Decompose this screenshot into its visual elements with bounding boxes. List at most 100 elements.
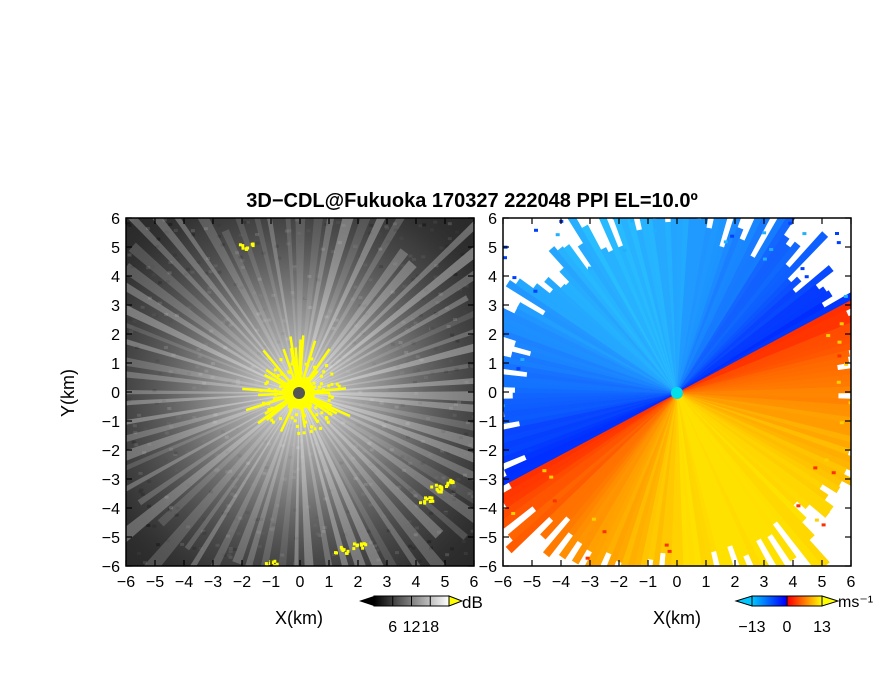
x-tick-label: −1	[639, 574, 657, 591]
saturation-pixel	[267, 388, 271, 392]
saturation-pixel	[293, 419, 297, 423]
saturation-pixel	[281, 388, 285, 392]
saturation-pixel	[327, 398, 331, 402]
saturation-cluster-pixel	[352, 542, 356, 546]
saturation-cluster-pixel	[428, 496, 432, 500]
y-tick-label: 3	[111, 298, 120, 315]
colorbar-tick-label: 18	[421, 619, 439, 636]
velocity-edge-pixel	[723, 240, 728, 244]
saturation-pixel	[297, 431, 301, 435]
saturation-pixel	[318, 404, 321, 408]
velocity-colorbar-left-arrow	[734, 595, 753, 607]
velocity-edge-pixel	[821, 523, 826, 527]
y-tick-label: 0	[111, 385, 120, 402]
velocity-colorbar: −13 0 13 ms⁻¹	[734, 594, 873, 636]
saturation-pixel	[330, 382, 334, 386]
velocity-edge-pixel	[652, 229, 657, 233]
saturation-pixel	[267, 407, 271, 411]
velocity-edge-pixel	[836, 380, 841, 384]
velocity-edge-pixel	[533, 289, 538, 293]
saturation-pixel	[319, 382, 323, 386]
saturation-pixel	[325, 417, 329, 421]
saturation-pixel	[270, 418, 274, 422]
velocity-edge-pixel	[802, 232, 807, 236]
saturation-cluster-pixel	[268, 562, 272, 565]
saturation-cluster-pixel	[345, 551, 348, 555]
saturation-pixel	[295, 413, 298, 417]
saturation-cluster-pixel	[430, 496, 434, 500]
velocity-edge-pixel	[824, 458, 829, 462]
saturation-cluster-pixel	[273, 564, 277, 566]
velocity-edge-pixel	[844, 362, 849, 366]
velocity-edge-pixel	[498, 323, 502, 326]
x-tick-label: −5	[146, 574, 164, 591]
velocity-edge-pixel	[552, 499, 557, 503]
velocity-edge-pixel	[630, 219, 635, 223]
velocity-edge-pixel	[836, 241, 841, 245]
saturation-pixel	[273, 368, 277, 372]
y-tick-label: 6	[111, 211, 120, 228]
velocity-edge-pixel	[667, 549, 672, 553]
saturation-pixel	[310, 425, 314, 429]
saturation-pixel	[313, 365, 316, 369]
saturation-pixel	[325, 364, 328, 368]
x-tick-label: −3	[204, 574, 222, 591]
velocity-edge-pixel	[863, 490, 867, 493]
saturation-pixel	[296, 424, 299, 428]
saturation-pixel	[312, 381, 316, 385]
saturation-pixel	[315, 413, 319, 417]
saturation-pixel	[328, 411, 332, 415]
velocity-edge-pixel	[835, 232, 839, 235]
saturation-pixel	[290, 379, 294, 383]
velocity-xlabel: X(km)	[653, 608, 701, 628]
saturation-cluster-pixel	[446, 483, 450, 487]
saturation-pixel	[310, 385, 313, 389]
saturation-pixel	[295, 380, 299, 384]
saturation-pixel	[301, 381, 305, 385]
saturation-pixel	[290, 362, 294, 366]
saturation-pixel	[316, 389, 320, 393]
velocity-edge-pixel	[694, 575, 698, 578]
velocity-edge-pixel	[481, 359, 485, 362]
saturation-cluster-pixel	[438, 484, 442, 488]
x-tick-label: 6	[847, 574, 856, 591]
reflectivity-xlabel: X(km)	[275, 608, 323, 628]
saturation-pixel	[279, 390, 283, 394]
y-tick-label: 0	[488, 385, 497, 402]
y-tick-label: −2	[102, 443, 120, 460]
velocity-edge-pixel	[809, 579, 813, 582]
saturation-cluster-pixel	[275, 562, 279, 566]
y-tick-label: 2	[111, 327, 120, 344]
velocity-edge-pixel	[520, 358, 525, 361]
velocity-edge-pixel	[814, 518, 819, 522]
velocity-edge-pixel	[555, 233, 560, 237]
velocity-edge-pixel	[762, 257, 767, 261]
saturation-pixel	[315, 401, 319, 405]
saturation-pixel	[259, 388, 263, 392]
velocity-edge-pixel	[534, 228, 538, 232]
reflectivity-ticks: −6−6 −5 −5 −4 −4 −3 −3 −2 −2 −1 −1 0 0 1 1 2 2 3 3 4 4 5 5 6 6	[102, 211, 479, 591]
velocity-colorbar-unit: ms⁻¹	[838, 594, 873, 611]
saturation-pixel	[304, 391, 308, 395]
x-tick-label: 2	[354, 574, 363, 591]
saturation-cluster-pixel	[355, 543, 359, 547]
velocity-edge-pixel	[837, 340, 842, 344]
saturation-cluster-pixel	[265, 564, 269, 566]
saturation-pixel	[287, 405, 291, 409]
velocity-edge-pixel	[854, 281, 858, 284]
velocity-edge-pixel	[585, 556, 590, 560]
velocity-edge-pixel	[503, 256, 507, 260]
velocity-edge-pixel	[729, 611, 733, 614]
saturation-pixel	[286, 399, 290, 403]
saturation-cluster-pixel	[361, 546, 365, 550]
velocity-field	[481, 218, 867, 614]
velocity-wedge	[670, 218, 678, 394]
saturation-pixel	[284, 398, 288, 401]
saturation-pixel	[306, 381, 310, 385]
x-tick-label: 0	[296, 574, 305, 591]
saturation-cluster-pixel	[273, 559, 277, 563]
velocity-edge-pixel	[555, 569, 559, 572]
velocity-edge-pixel	[591, 517, 596, 521]
saturation-cluster-pixel	[244, 247, 248, 251]
